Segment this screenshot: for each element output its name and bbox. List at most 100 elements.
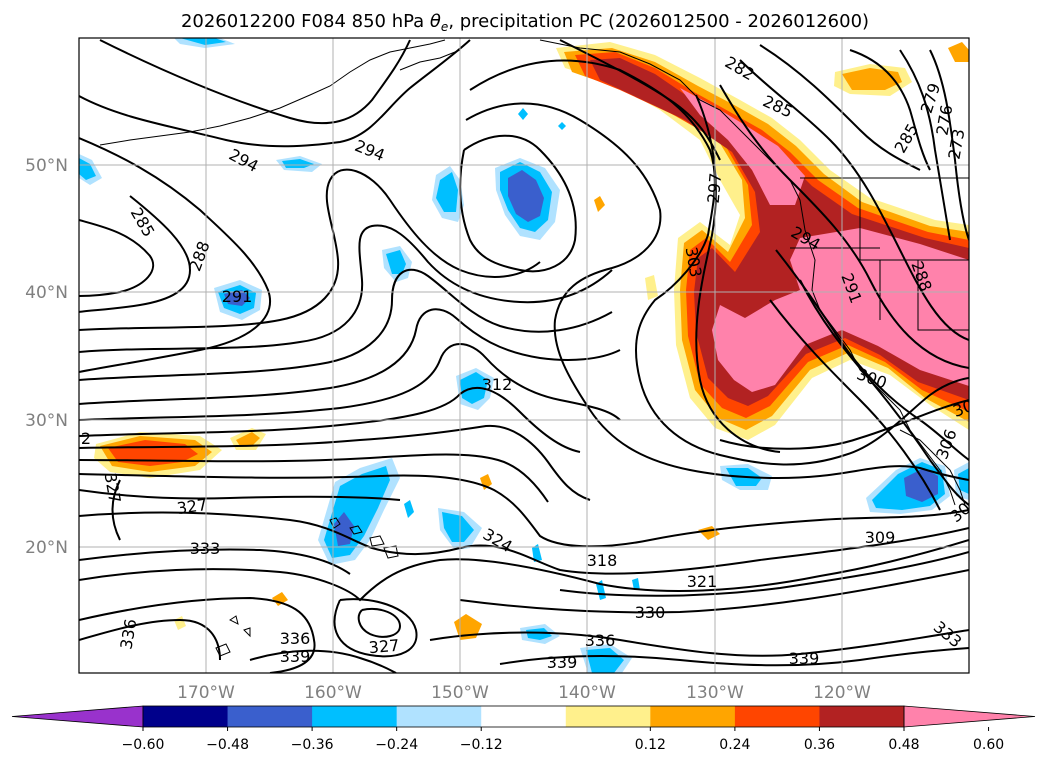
contour-label: 336 (280, 629, 311, 648)
contour-label: 30 (950, 396, 976, 421)
contour-line (769, 299, 941, 511)
contour-label: 291 (222, 287, 253, 306)
contour-line (695, 94, 781, 453)
neg-mid-3 (386, 250, 406, 274)
neg-mid-13 (79, 158, 96, 180)
contour-line (99, 39, 411, 125)
contour-line (79, 39, 471, 148)
precip-pink-region (680, 88, 969, 392)
contour-line (79, 473, 969, 548)
contour-line (759, 44, 921, 171)
precip-negative-shading (79, 38, 969, 673)
colorbar-tick-label: 0.60 (973, 737, 1004, 753)
colorbar-bin (734, 706, 820, 727)
colorbar-bin (819, 706, 905, 727)
contour-line (559, 39, 721, 161)
contour-label: 2 (81, 429, 91, 448)
map-title: 2026012200 F084 850 hPa θe, precipitatio… (181, 11, 869, 34)
contour-label: 318 (587, 551, 618, 570)
contour-label: 327 (368, 636, 400, 658)
contour-line (79, 618, 221, 661)
neg-dot-5 (532, 544, 542, 562)
precip-orange-small-6 (272, 592, 288, 606)
neg-dot-2 (558, 122, 566, 130)
contour-line (79, 596, 316, 673)
coast-baja (899, 429, 966, 506)
contour-line (79, 137, 271, 373)
contour-label: 339 (280, 647, 311, 666)
contour-line (79, 424, 591, 501)
contour-line (79, 308, 621, 405)
lat-label: 50°N (25, 156, 68, 176)
contour-line (465, 102, 969, 481)
precip-positive-shading (94, 42, 969, 640)
contour-line (357, 608, 402, 638)
colorbar-bin (565, 706, 651, 727)
lat-label: 40°N (25, 283, 68, 303)
colorbar-tick-label: 0.36 (804, 737, 835, 753)
colorbar-extend-high (903, 705, 1036, 728)
contour-line (79, 453, 549, 503)
map-gridlines (79, 38, 969, 673)
contour-line (499, 647, 969, 667)
contour-line (459, 134, 577, 273)
neg-dark-11 (904, 468, 938, 502)
contour-line (79, 548, 351, 575)
neg-mid-9 (526, 628, 552, 640)
contour-line (249, 649, 397, 673)
contour-line (79, 343, 621, 421)
colorbar-tick-label: 0.48 (888, 737, 919, 753)
contour-line (79, 168, 541, 331)
colorbar-bin (312, 706, 398, 727)
colorbar-outline (142, 705, 905, 728)
contour-line (79, 511, 969, 575)
contour-label: 327 (176, 495, 209, 518)
precip-orange-ne-corner (948, 42, 969, 62)
coast-alaska-south (399, 39, 956, 506)
contour-line (929, 49, 969, 241)
neg-mid-7 (442, 512, 474, 542)
precip-orange-alaska-ne (842, 68, 902, 90)
neg-dot-1 (518, 108, 528, 120)
longitude-labels: 170°W 160°W 150°W 140°W 130°W 120°W (177, 683, 871, 703)
neg-dot-3 (404, 500, 414, 518)
colorbar-bin (143, 706, 229, 727)
neg-mid-2 (436, 172, 458, 212)
colorbar-tick-label: 0.24 (719, 737, 750, 753)
contour-line (79, 195, 192, 313)
colorbar-bin (481, 706, 567, 727)
contour-line (429, 629, 969, 657)
state-borders (790, 177, 969, 331)
contour-line (459, 569, 969, 614)
map-border (78, 37, 970, 674)
coast-hawaii (329, 517, 399, 559)
neg-dot-6 (632, 578, 640, 590)
contour-line (739, 59, 969, 341)
contour-line (899, 49, 951, 241)
contour-label: 339 (547, 653, 578, 672)
contour-label: 333 (190, 539, 221, 558)
lon-label: 120°W (813, 683, 871, 703)
contour-line (79, 387, 581, 453)
lon-label: 130°W (686, 683, 744, 703)
contour-line (79, 219, 155, 297)
contour-labels: 294 294 285 288 291 282 285 279 276 273 … (81, 53, 976, 672)
colorbar-tick-label: −0.60 (122, 737, 165, 753)
contour-label: 339 (789, 649, 820, 668)
contour-line (79, 479, 401, 541)
precip-yellow-small-8 (645, 275, 658, 300)
neg-mid-12 (282, 159, 314, 168)
lon-label: 160°W (304, 683, 362, 703)
colorbar-tick-label: −0.48 (206, 737, 249, 753)
contour-label: 336 (585, 631, 616, 650)
coastlines (99, 39, 969, 657)
colorbar-bin (227, 706, 313, 727)
lat-label: 20°N (25, 538, 68, 558)
contour-line (79, 268, 613, 381)
contour-label: 321 (687, 572, 718, 591)
latitude-labels: 50°N 40°N 30°N 20°N (25, 156, 68, 558)
colorbar-tick-label: −0.36 (291, 737, 334, 753)
contour-label: 312 (482, 375, 513, 394)
contour-line (559, 551, 969, 597)
